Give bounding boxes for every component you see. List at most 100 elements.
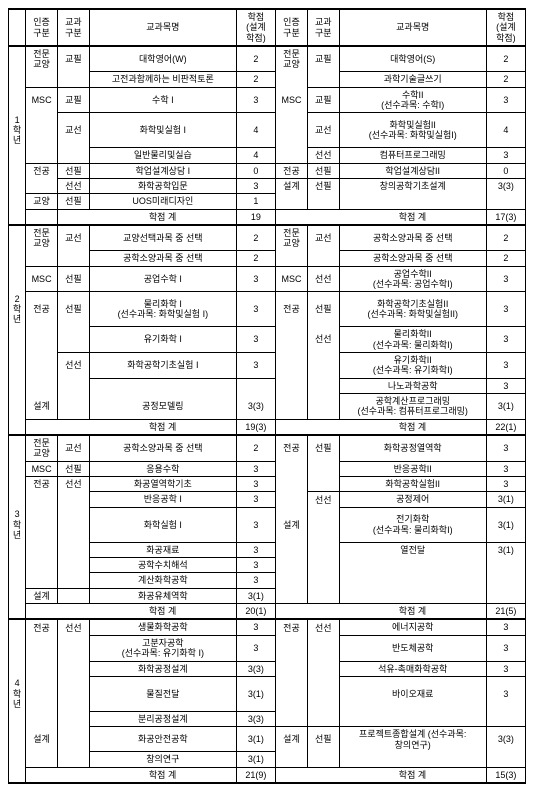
y3l-c6: 3 <box>236 558 275 573</box>
hdr-blank <box>9 9 26 46</box>
y3r-tot: 21(5) <box>486 604 525 620</box>
y1l-a0: 전문교양 <box>26 46 58 72</box>
y2r-a2: 전공 <box>276 292 308 327</box>
y1r-s6: 창의공학기초설계 <box>339 178 486 193</box>
y2l-d1: 선필 <box>57 266 89 292</box>
y3r-s2: 화학공학실험II <box>339 477 486 492</box>
y1r-d2: 교선 <box>307 113 339 148</box>
y4l-tot: 21(9) <box>236 767 275 783</box>
y1l-s2: 수학 I <box>89 87 236 113</box>
y4l-s3: 물질전달 <box>89 676 236 711</box>
y3r-c2: 3 <box>486 477 525 492</box>
y3r-c1: 3 <box>486 461 525 476</box>
year-4-label: 4학년 <box>9 676 26 711</box>
y1r-s0: 대학영어(S) <box>339 46 486 72</box>
y3r-s4: 전기화학(선수과목: 물리화학I) <box>339 507 486 542</box>
y1l-a2: 전공 <box>26 163 58 178</box>
y2l-d2: 선필 <box>57 292 89 327</box>
y2r-a1: MSC <box>276 266 308 292</box>
y1l-subtotal-label <box>26 209 58 225</box>
y3l-a3: 설계 <box>26 588 58 603</box>
y2l-c4: 3 <box>236 327 275 353</box>
y1l-s0: 대학영어(W) <box>89 46 236 72</box>
y1l-d3: 선필 <box>57 163 89 178</box>
y1l-s5: 학업설계상담 I <box>89 163 236 178</box>
y2r-s2: 공업수학II(선수과목: 공업수학I) <box>339 266 486 292</box>
y1l-d0: 교필 <box>57 46 89 72</box>
y1r-d0: 교필 <box>307 46 339 72</box>
y2r-d0: 교선 <box>307 225 339 251</box>
y4r-s0: 에너지공학 <box>339 619 486 635</box>
year-2-label: 2학년 <box>9 292 26 327</box>
y2r-tot: 22(1) <box>486 419 525 435</box>
y3l-tot: 20(1) <box>236 604 275 620</box>
hdr-auth-l: 인증구분 <box>26 9 58 46</box>
y2r-s4: 물리화학II(선수과목: 물리화학I) <box>339 327 486 353</box>
y4l-c0: 3 <box>236 619 275 635</box>
y3r-s0: 화학공정열역학 <box>339 435 486 461</box>
y4l-a0: 전공 <box>26 619 58 635</box>
y3l-a2: 전공 <box>26 477 58 492</box>
y1r-s1: 과학기술글쓰기 <box>339 72 486 87</box>
y1l-c4: 4 <box>236 148 275 163</box>
hdr-cred-l: 학점(설계학점) <box>236 9 275 46</box>
year-1 <box>9 46 26 72</box>
y1r-s5: 학업설계상담II <box>339 163 486 178</box>
y1r-c2: 3 <box>486 87 525 113</box>
y2r-s6: 나노과학공학 <box>339 378 486 393</box>
y3r-a1: 설계 <box>276 507 308 542</box>
y1r-d1: 교필 <box>307 87 339 113</box>
y1r-a2: 전공 <box>276 163 308 178</box>
y4r-s3: 바이오재료 <box>339 676 486 711</box>
y2r-s0: 공학소양과목 중 선택 <box>339 225 486 251</box>
y3r-s1: 반응공학II <box>339 461 486 476</box>
y1r-d3: 선선 <box>307 148 339 163</box>
y3l-c1: 3 <box>236 461 275 476</box>
y1l-c3: 4 <box>236 113 275 148</box>
y3l-c4: 3 <box>236 507 275 542</box>
y3l-c0: 2 <box>236 435 275 461</box>
hdr-div-r: 교과구분 <box>307 9 339 46</box>
y1r-c5: 0 <box>486 163 525 178</box>
y2l-a3: 설계 <box>26 393 58 419</box>
y3l-s3: 반응공학 I <box>89 492 236 507</box>
y1l-c5: 0 <box>236 163 275 178</box>
hdr-auth-r: 인증구분 <box>276 9 308 46</box>
y4r-s1: 반도체공학 <box>339 635 486 661</box>
y1r-c6: 3(3) <box>486 178 525 193</box>
y2l-d3: 선선 <box>57 352 89 378</box>
y1r-d4: 선필 <box>307 163 339 178</box>
y4r-a1: 설계 <box>276 727 308 752</box>
y4l-s2: 화학공정설계 <box>89 661 236 676</box>
y3l-s6: 공학수치해석 <box>89 558 236 573</box>
y1r-d5: 선필 <box>307 178 339 193</box>
y3l-s4: 화학실험 I <box>89 507 236 542</box>
y1l-a3: 교양 <box>26 194 58 209</box>
y2r-s3: 화학공학기초실험II(선수과목: 화학및실험II) <box>339 292 486 327</box>
y4r-c4: 3(3) <box>486 727 525 752</box>
y1l-d2: 교선 <box>57 113 89 148</box>
y1l-d4: 선선 <box>57 178 89 193</box>
y2l-s4: 유기화학 I <box>89 327 236 353</box>
y2r-c4: 3 <box>486 327 525 353</box>
y2r-c6: 3 <box>486 378 525 393</box>
y4r-s2: 석유-촉매화학공학 <box>339 661 486 676</box>
y1l-c6: 3 <box>236 178 275 193</box>
y1r-c3: 4 <box>486 113 525 148</box>
y1r-tot: 17(3) <box>486 209 525 225</box>
y1l-s1: 고전과함께하는 비판적토론 <box>89 72 236 87</box>
y2l-c6: 3(3) <box>236 393 275 419</box>
y2r-s7: 공학계산프로그래밍(선수과목: 컴퓨터프로그래밍) <box>339 393 486 419</box>
y4r-c1: 3 <box>486 635 525 661</box>
y2l-a1: MSC <box>26 266 58 292</box>
y2l-c0: 2 <box>236 225 275 251</box>
y4r-a0: 전공 <box>276 619 308 635</box>
y3l-s5: 화공재료 <box>89 542 236 557</box>
y1r-s2: 수학II(선수과목: 수학I) <box>339 87 486 113</box>
y3l-s7: 계산화학공학 <box>89 573 236 588</box>
y2l-s2: 공업수학 I <box>89 266 236 292</box>
y2r-d1: 선선 <box>307 266 339 292</box>
y3r-s5: 열전달 <box>339 542 486 557</box>
y1l-d1: 교필 <box>57 87 89 113</box>
y4l-c3: 3(1) <box>236 676 275 711</box>
